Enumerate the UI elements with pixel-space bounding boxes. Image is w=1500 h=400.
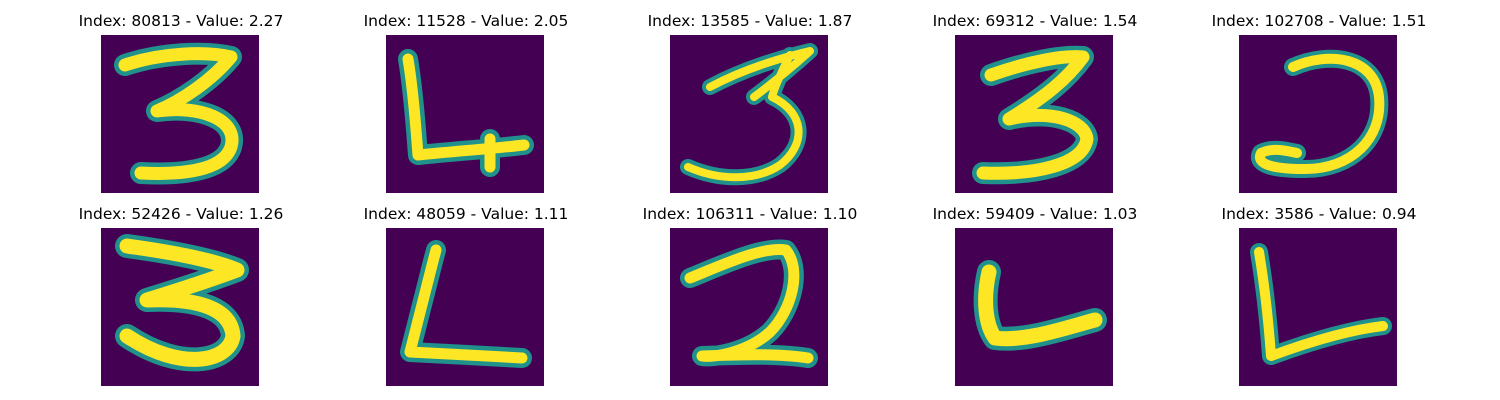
panel-title: Index: 69312 - Value: 1.54 <box>932 12 1138 30</box>
digit-3-icon <box>670 35 828 193</box>
panel-title: Index: 106311 - Value: 1.10 <box>642 205 858 223</box>
digit-3-icon <box>101 228 259 386</box>
digit-3-icon <box>101 35 259 193</box>
panel-title: Index: 52426 - Value: 1.26 <box>78 205 284 223</box>
digit-2-icon <box>670 228 828 386</box>
digit-reversed-c-icon <box>1239 35 1397 193</box>
panel-title: Index: 3586 - Value: 0.94 <box>1221 205 1417 223</box>
panel-title: Index: 48059 - Value: 1.11 <box>363 205 569 223</box>
digit-L-icon <box>386 35 544 193</box>
panel-title: Index: 11528 - Value: 2.05 <box>363 12 569 30</box>
digit-L-icon <box>955 228 1113 386</box>
digit-L-icon <box>386 228 544 386</box>
digit-3-icon <box>955 35 1113 193</box>
panel-title: Index: 102708 - Value: 1.51 <box>1211 12 1427 30</box>
panel-title: Index: 80813 - Value: 2.27 <box>78 12 284 30</box>
panel-title: Index: 13585 - Value: 1.87 <box>647 12 853 30</box>
panel-title: Index: 59409 - Value: 1.03 <box>932 205 1138 223</box>
digit-L-icon <box>1239 228 1397 386</box>
